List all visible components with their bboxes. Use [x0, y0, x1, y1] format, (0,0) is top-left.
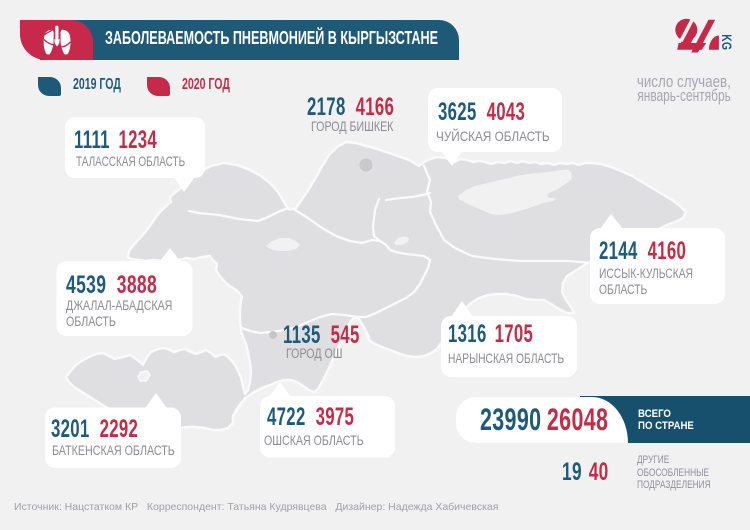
svg-text:KG: KG	[718, 34, 734, 50]
